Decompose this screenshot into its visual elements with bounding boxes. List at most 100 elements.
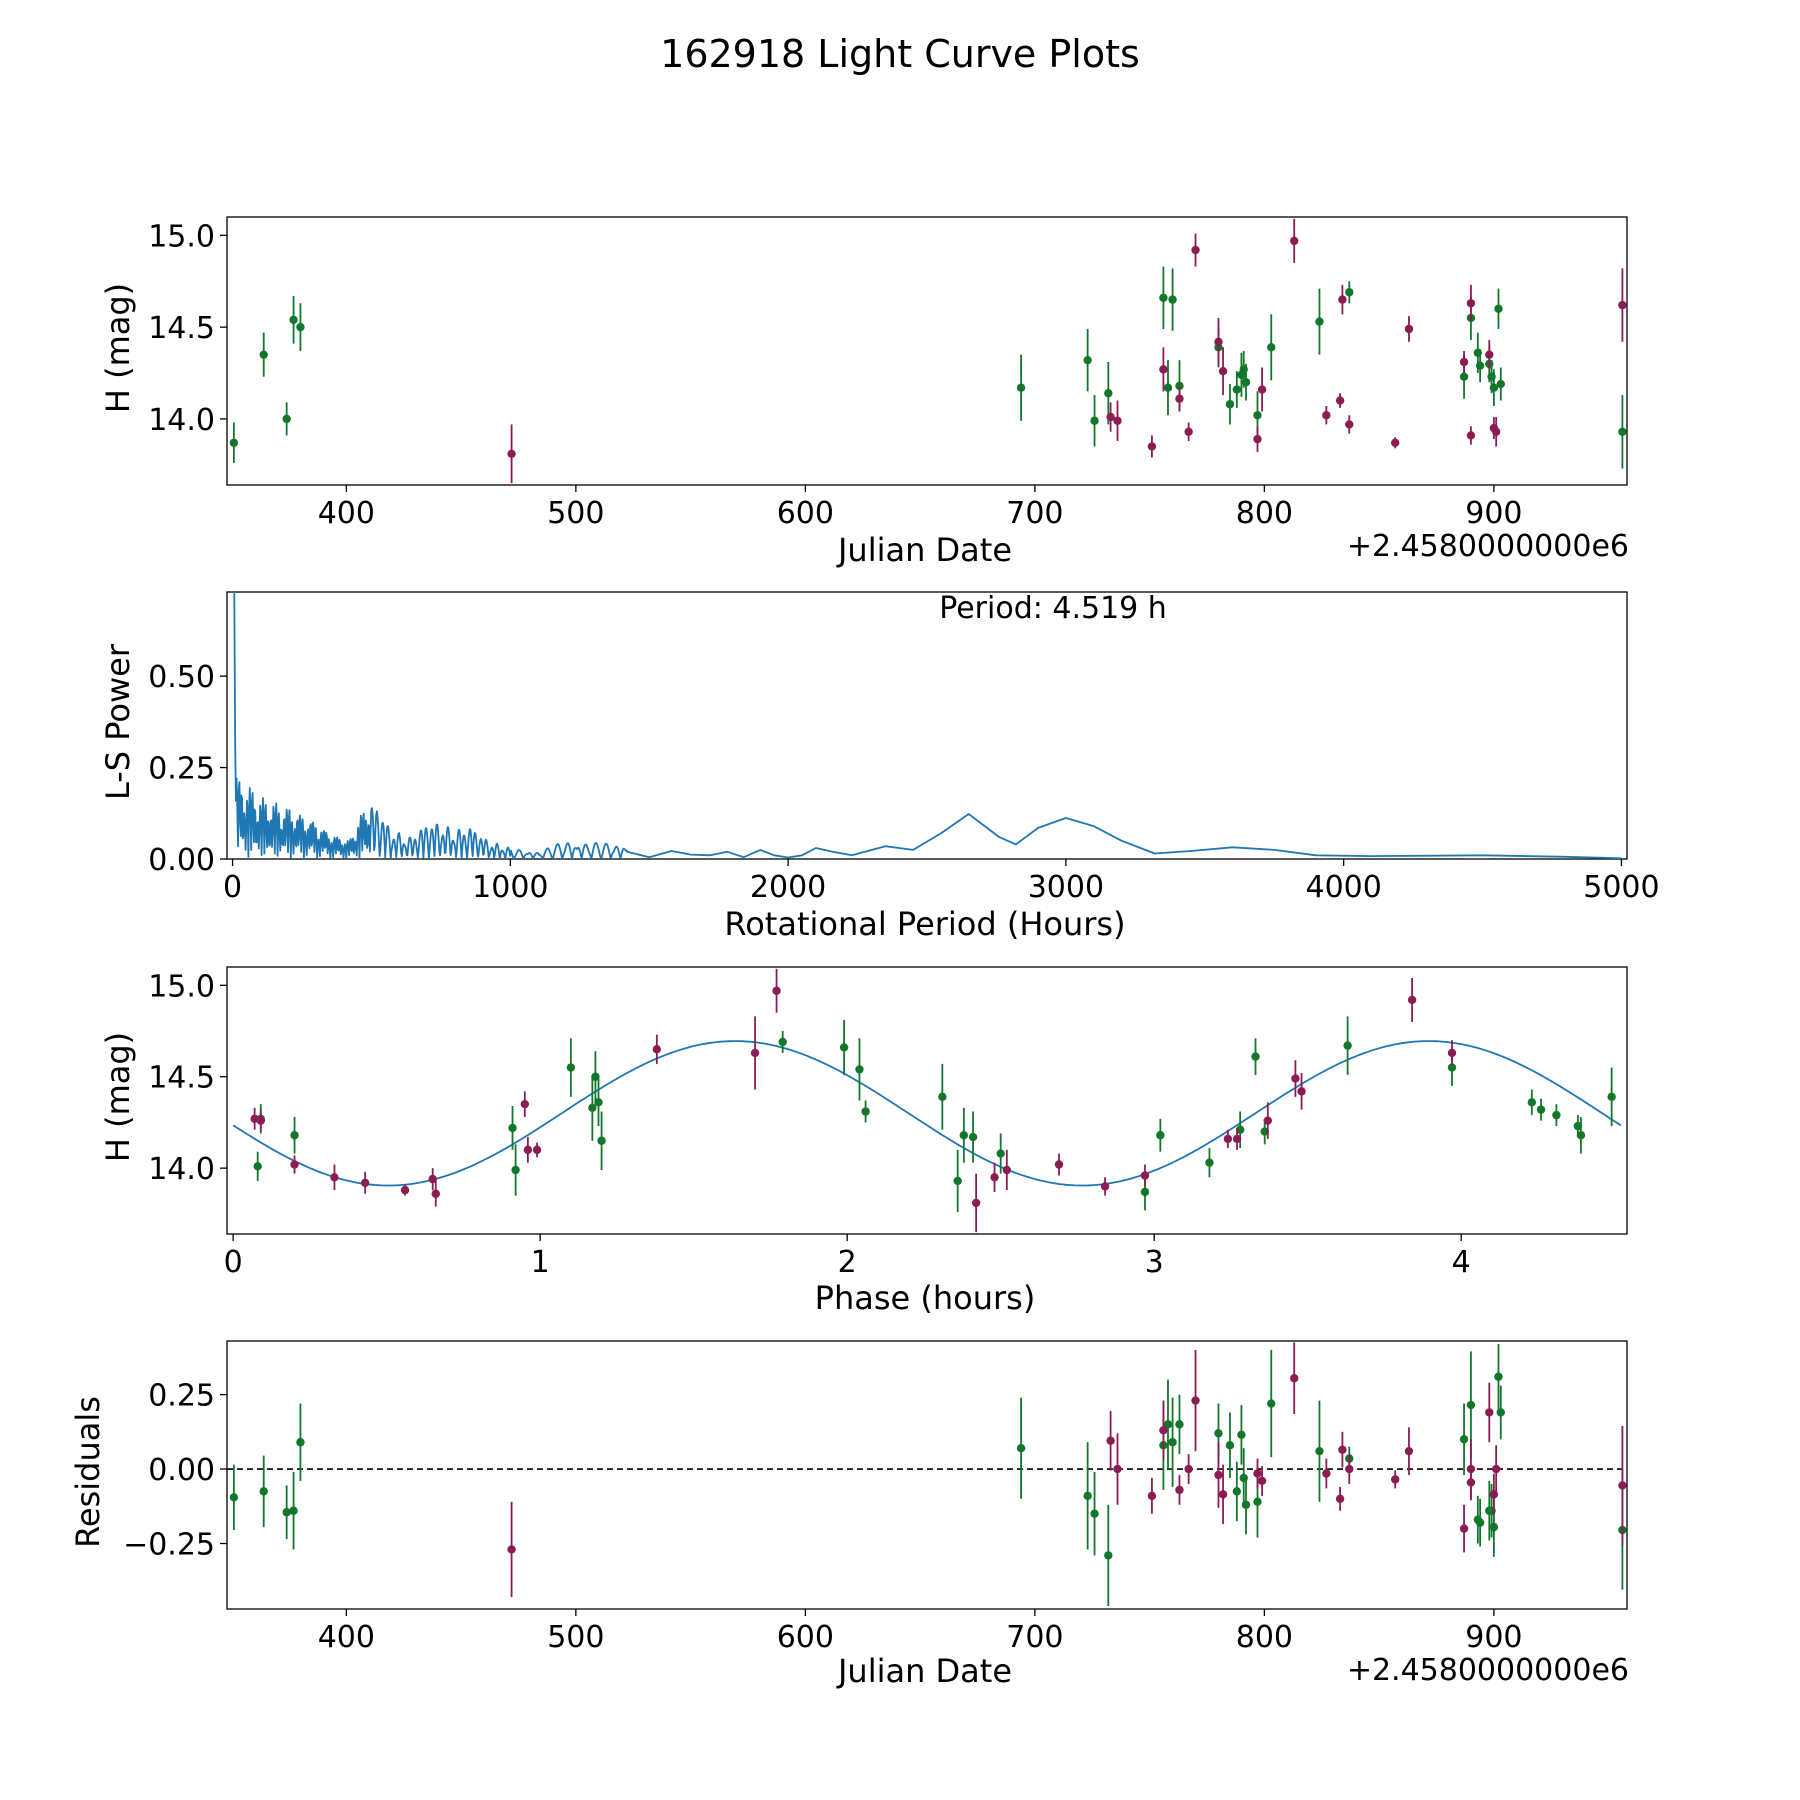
green-data-point (1205, 1158, 1214, 1167)
green-data-point (511, 1165, 520, 1175)
red-data-point (1404, 1446, 1414, 1456)
periodogram-plot-area: 0 1000 2000 3000 4000 5000 0.00 0.25 0.50 (148, 591, 1660, 905)
green-data-point (282, 1508, 291, 1517)
red-data-point (400, 1185, 410, 1195)
x-tick-label: 900 (1465, 496, 1522, 531)
x-tick-label: 800 (1236, 1620, 1293, 1655)
red-data-point (1263, 1116, 1272, 1125)
green-data-point (1494, 304, 1503, 313)
green-data-point (1156, 1131, 1165, 1140)
red-data-point (1485, 350, 1494, 359)
res-ylabel: Residuals (69, 1396, 107, 1548)
phase-ylabel: H (mag) (99, 1032, 137, 1162)
periodogram-line (233, 592, 1622, 859)
green-data-point (1260, 1127, 1269, 1136)
red-data-point (1618, 1481, 1627, 1490)
green-data-point (597, 1136, 606, 1145)
red-data-point (1466, 431, 1476, 440)
y-tick-label: 0.25 (148, 752, 215, 787)
x-tick-label: 500 (547, 496, 604, 531)
period-annotation: Period: 4.519 h (939, 591, 1167, 626)
green-data-point (1475, 361, 1485, 370)
x-tick-label: 900 (1465, 1620, 1522, 1655)
green-data-point (1475, 1518, 1485, 1527)
green-data-point (1253, 1497, 1262, 1507)
green-data-point (1459, 1435, 1469, 1444)
red-data-point (431, 1189, 440, 1198)
red-data-point (523, 1145, 533, 1155)
green-data-point (1496, 379, 1505, 389)
green-data-point (1447, 1063, 1457, 1072)
panel-periodogram: 0 1000 2000 3000 4000 5000 0.00 0.25 0.50 Rotati… (99, 591, 1660, 943)
red-data-point (1491, 427, 1501, 436)
red-data-point (1054, 1160, 1064, 1169)
green-data-point (1573, 1121, 1583, 1131)
red-data-point (1485, 1408, 1494, 1417)
green-data-point (591, 1072, 600, 1081)
fit-curve (232, 1040, 1622, 1187)
green-data-point (1090, 1509, 1099, 1518)
y-tick-label: 15.0 (148, 969, 215, 1004)
x-tick-label: 2000 (750, 870, 826, 905)
red-data-point (990, 1173, 999, 1182)
red-data-point (1390, 1475, 1400, 1484)
red-data-point (1407, 995, 1417, 1005)
green-data-point (1237, 1430, 1246, 1440)
axes-frame (226, 591, 1628, 860)
green-data-point (1159, 293, 1168, 302)
green-data-point (1083, 355, 1092, 365)
green-data-point (1251, 1052, 1260, 1061)
green-data-point (1618, 427, 1627, 436)
green-data-point (1315, 317, 1324, 326)
green-data-point (296, 1438, 305, 1447)
red-data-point (1297, 1087, 1306, 1096)
green-data-point (229, 438, 239, 447)
green-data-point (1536, 1105, 1546, 1114)
green-data-point (996, 1149, 1005, 1158)
green-data-point (1235, 1125, 1245, 1134)
red-data-point (750, 1048, 760, 1058)
red-data-point (1184, 427, 1193, 436)
y-tick-label: 14.0 (148, 1152, 215, 1187)
green-data-point (588, 1103, 597, 1113)
green-data-point (1241, 1500, 1251, 1509)
red-data-point (1257, 1476, 1267, 1486)
green-data-point (1175, 1420, 1184, 1429)
red-data-point (1106, 1436, 1115, 1445)
green-data-point (259, 350, 268, 359)
x-tick-label: 500 (547, 1620, 604, 1655)
red-data-point (1466, 299, 1476, 308)
green-data-point (1267, 1399, 1276, 1408)
x-tick-label: 700 (1006, 496, 1063, 531)
green-data-point (1459, 372, 1469, 381)
green-data-point (1496, 1408, 1505, 1417)
red-data-point (1223, 1134, 1233, 1144)
green-data-point (1104, 389, 1113, 398)
green-data-point (289, 315, 298, 324)
red-data-point (1290, 236, 1299, 246)
red-data-point (532, 1145, 542, 1155)
y-tick-label: 0.25 (148, 1379, 215, 1414)
green-data-point (259, 1487, 268, 1496)
green-data-point (290, 1131, 299, 1140)
ls-ylabel: L-S Power (99, 643, 137, 800)
y-tick-label: 14.0 (148, 403, 215, 438)
red-data-point (1253, 434, 1262, 444)
y-tick-label: 14.5 (148, 1061, 215, 1096)
green-data-point (1267, 343, 1276, 352)
x-tick-label: 800 (1236, 496, 1293, 531)
red-data-point (772, 986, 781, 995)
green-data-point (566, 1063, 576, 1072)
x-tick-label: 4 (1452, 1245, 1471, 1280)
green-data-point (1214, 1429, 1223, 1438)
x-tick-label: 0 (223, 870, 242, 905)
panel-residuals: 400 500 600 700 800 900 −0.25 0.00 0.25 Julian D… (69, 1340, 1629, 1690)
green-data-point (282, 414, 291, 424)
x-tick-label: 1 (531, 1245, 550, 1280)
x-tick-label: 600 (777, 496, 834, 531)
res-xlabel: Julian Date (836, 1652, 1012, 1690)
ls-xlabel: Rotational Period (Hours) (724, 905, 1125, 943)
red-data-point (256, 1116, 265, 1125)
red-data-point (1618, 300, 1627, 310)
x-tick-label: 400 (318, 1620, 375, 1655)
